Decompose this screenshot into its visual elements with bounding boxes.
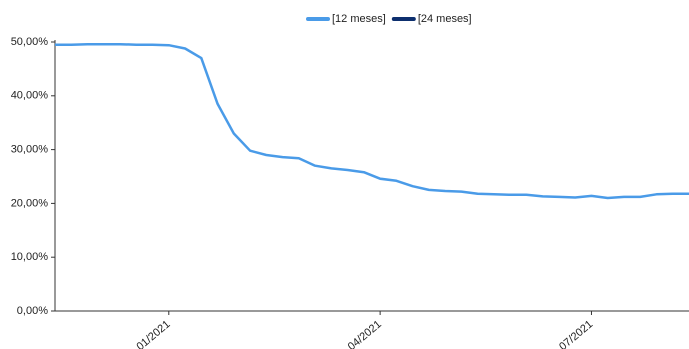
legend-label: [24 meses] [418,13,472,25]
y-tick-label: 40,00% [11,90,49,102]
x-tick-label: 01/2021 [134,318,172,349]
y-tick-label: 30,00% [11,144,49,156]
series-line [55,42,689,200]
y-tick-label: 50,00% [11,36,49,48]
legend-label: [12 meses] [332,13,386,25]
y-tick-label: 0,00% [17,305,48,317]
x-tick-label: 04/2021 [346,318,384,349]
y-tick-label: 20,00% [11,197,49,209]
y-tick-label: 10,00% [11,251,49,263]
x-tick-label: 07/2021 [557,318,595,349]
